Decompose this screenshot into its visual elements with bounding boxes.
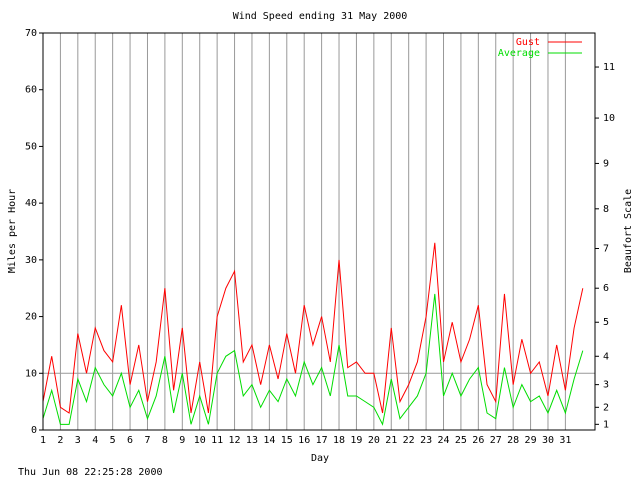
x-tick-label: 30 (542, 435, 554, 446)
x-tick-label: 23 (420, 435, 432, 446)
y2-tick-label: 2 (603, 402, 609, 413)
x-tick-label: 18 (333, 435, 345, 446)
x-tick-label: 17 (316, 435, 328, 446)
x-tick-label: 20 (368, 435, 380, 446)
x-tick-label: 9 (179, 435, 185, 446)
y-axis-label: Miles per Hour (7, 189, 18, 273)
y-tick-label: 20 (25, 312, 37, 323)
x-tick-label: 13 (246, 435, 258, 446)
x-tick-label: 12 (229, 435, 241, 446)
y-tick-label: 30 (25, 255, 37, 266)
x-tick-label: 6 (127, 435, 133, 446)
y2-tick-label: 11 (603, 62, 615, 73)
series-line (42, 293, 584, 426)
y2-tick-label: 1 (603, 419, 609, 430)
y2-tick-label: 8 (603, 204, 609, 215)
y2-tick-label: 10 (603, 113, 615, 124)
plot-border (42, 32, 596, 431)
x-tick-label: 4 (92, 435, 98, 446)
x-tick-label: 8 (162, 435, 168, 446)
legend-label: Average (498, 48, 540, 59)
x-tick-label: 22 (403, 435, 415, 446)
y-tick-label: 40 (25, 198, 37, 209)
x-tick-label: 5 (110, 435, 116, 446)
y-tick-label: 70 (25, 28, 37, 39)
series-line (42, 242, 584, 414)
x-tick-label: 16 (298, 435, 310, 446)
y2-tick-label: 7 (603, 244, 609, 255)
x-tick-label: 27 (490, 435, 502, 446)
x-tick-label: 10 (194, 435, 206, 446)
x-tick-label: 21 (385, 435, 397, 446)
legend-label: Gust (516, 37, 540, 48)
x-tick-label: 7 (144, 435, 150, 446)
y2-tick-label: 3 (603, 380, 609, 391)
y2-tick-label: 4 (603, 351, 609, 362)
x-tick-label: 3 (75, 435, 81, 446)
x-tick-label: 2 (57, 435, 63, 446)
x-tick-label: 14 (263, 435, 275, 446)
y-tick-label: 10 (25, 368, 37, 379)
y2-tick-label: 5 (603, 317, 609, 328)
y2-axis-label: Beaufort Scale (623, 189, 634, 273)
y-tick-label: 60 (25, 85, 37, 96)
y-tick-label: 0 (31, 425, 37, 436)
x-tick-label: 24 (437, 435, 449, 446)
x-axis-label: Day (311, 453, 329, 464)
x-tick-label: 31 (559, 435, 571, 446)
footer: Thu Jun 08 22:25:28 2000 (18, 467, 163, 478)
x-tick-label: 19 (350, 435, 362, 446)
y2-tick-label: 6 (603, 283, 609, 294)
x-tick-label: 26 (472, 435, 484, 446)
x-tick-label: 28 (507, 435, 519, 446)
x-tick-label: 25 (455, 435, 467, 446)
y2-tick-label: 9 (603, 158, 609, 169)
y-tick-label: 50 (25, 141, 37, 152)
x-tick-label: 15 (281, 435, 293, 446)
chart-title: Wind Speed ending 31 May 2000 (233, 11, 408, 22)
x-tick-label: 11 (211, 435, 223, 446)
x-tick-label: 29 (525, 435, 537, 446)
x-tick-label: 1 (40, 435, 46, 446)
